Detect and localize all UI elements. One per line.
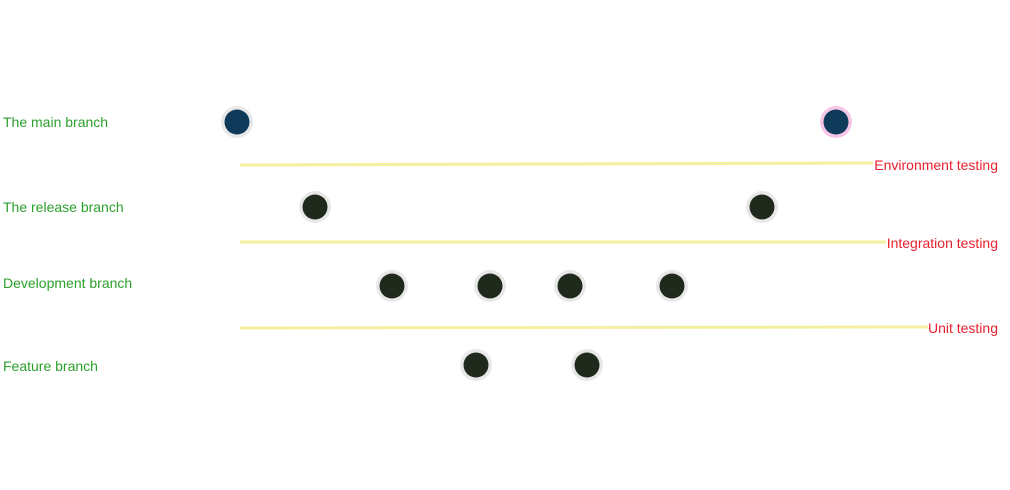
branch-label-feature: Feature branch [3, 358, 98, 374]
main-commit-2-head [820, 106, 852, 138]
release-commit-1 [299, 191, 331, 223]
main-commit-1 [221, 106, 253, 138]
feature-commit-2 [571, 349, 603, 381]
development-commit-4 [656, 270, 688, 302]
development-commit-1 [376, 270, 408, 302]
release-commit-2 [746, 191, 778, 223]
integration-testing-label: Integration testing [887, 235, 998, 251]
unit-testing-label: Unit testing [928, 320, 998, 336]
branch-label-release: The release branch [3, 199, 124, 215]
environment-testing-line [239, 161, 874, 167]
branch-label-main: The main branch [3, 114, 108, 130]
feature-commit-1 [460, 349, 492, 381]
development-commit-2 [474, 270, 506, 302]
development-commit-3 [554, 270, 586, 302]
branch-label-development: Development branch [3, 275, 132, 291]
environment-testing-label: Environment testing [874, 157, 998, 173]
unit-testing-line [239, 325, 929, 330]
